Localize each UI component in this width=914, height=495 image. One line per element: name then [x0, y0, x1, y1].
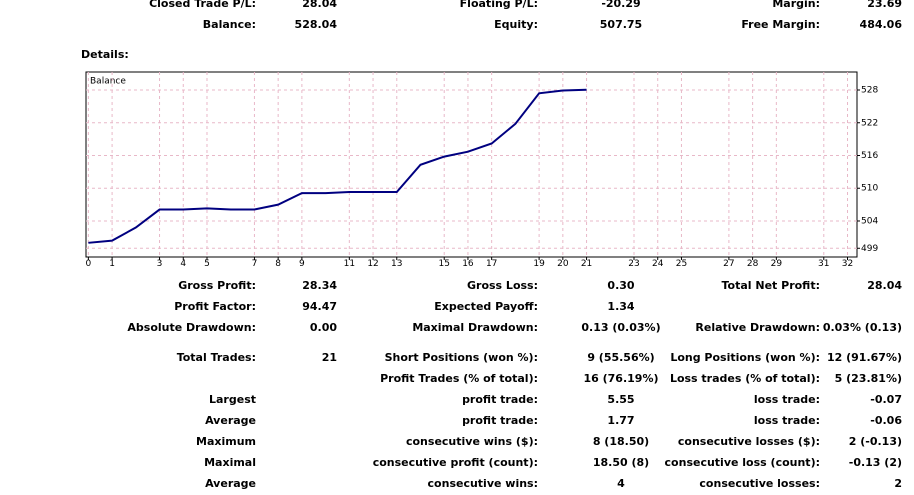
stat-value: 2 (-0.13)	[849, 435, 902, 448]
stat-value: 0.13 (0.03%)	[581, 321, 660, 334]
stat-label: consecutive losses ($):	[678, 435, 820, 448]
y-tick-label: 504	[861, 216, 878, 226]
details-label: Details:	[81, 48, 129, 61]
x-tick-label: 15	[438, 259, 449, 269]
y-tick-label: 528	[861, 86, 878, 96]
stat-value: 0.03% (0.13)	[823, 321, 902, 334]
stat-label: Equity:	[494, 18, 538, 31]
stat-label: Average	[205, 414, 256, 427]
x-tick-label: 20	[557, 259, 569, 269]
x-tick-label: 3	[157, 259, 163, 269]
stat-label: Margin:	[772, 0, 820, 10]
stat-value: 94.47	[302, 300, 337, 313]
stat-label: loss trade:	[754, 414, 820, 427]
stat-label: Short Positions (won %):	[385, 351, 538, 364]
stat-label: Total Trades:	[177, 351, 256, 364]
x-tick-label: 27	[723, 259, 734, 269]
stat-value: 0.30	[607, 279, 634, 292]
stat-label: loss trade:	[754, 393, 820, 406]
x-tick-label: 31	[818, 259, 829, 269]
stat-value: 18.50 (8)	[593, 456, 649, 469]
stat-value: 28.34	[302, 279, 337, 292]
stat-label: consecutive profit (count):	[373, 456, 538, 469]
x-tick-label: 0	[86, 259, 92, 269]
stat-value: -0.07	[870, 393, 902, 406]
stat-value: 8 (18.50)	[593, 435, 649, 448]
stat-label: Average	[205, 477, 256, 490]
stat-label: Closed Trade P/L:	[149, 0, 256, 10]
stat-value: 0.00	[310, 321, 337, 334]
stat-value: 12 (91.67%)	[827, 351, 902, 364]
stat-value: 1.34	[607, 300, 634, 313]
x-tick-label: 8	[275, 259, 281, 269]
stat-label: Profit Factor:	[174, 300, 256, 313]
stat-value: 16 (76.19%)	[583, 372, 658, 385]
stat-value: 9 (55.56%)	[587, 351, 654, 364]
chart-title: Balance	[90, 77, 126, 87]
stat-value: 2	[894, 477, 902, 490]
stat-label: Gross Loss:	[467, 279, 538, 292]
stat-value: 528.04	[295, 18, 338, 31]
x-tick-label: 13	[391, 259, 402, 269]
x-tick-label: 24	[652, 259, 664, 269]
stat-value: -0.13 (2)	[849, 456, 902, 469]
stat-value: 1.77	[607, 414, 634, 427]
x-tick-label: 4	[180, 259, 186, 269]
stat-label: consecutive wins:	[428, 477, 538, 490]
y-tick-label: 516	[861, 151, 878, 161]
stat-label: Profit Trades (% of total):	[380, 372, 538, 385]
stat-label: profit trade:	[462, 414, 538, 427]
stat-label: Long Positions (won %):	[670, 351, 820, 364]
stat-value: 5 (23.81%)	[835, 372, 902, 385]
x-tick-label: 11	[344, 259, 355, 269]
stat-label: consecutive loss (count):	[665, 456, 820, 469]
stat-value: 28.04	[867, 279, 902, 292]
stat-label: Free Margin:	[741, 18, 820, 31]
stat-value: -0.06	[870, 414, 902, 427]
x-tick-label: 23	[628, 259, 639, 269]
x-tick-label: 19	[533, 259, 545, 269]
stat-value: 23.69	[867, 0, 902, 10]
stat-value: 28.04	[302, 0, 337, 10]
stat-value: 484.06	[860, 18, 903, 31]
stat-value: -20.29	[601, 0, 640, 10]
stat-label: Maximal Drawdown:	[412, 321, 538, 334]
stat-value: 507.75	[600, 18, 642, 31]
x-tick-label: 25	[676, 259, 687, 269]
stat-value: 5.55	[607, 393, 634, 406]
stat-label: Absolute Drawdown:	[127, 321, 256, 334]
stat-label: consecutive wins ($):	[406, 435, 538, 448]
x-tick-label: 17	[486, 259, 497, 269]
x-tick-label: 9	[299, 259, 305, 269]
stat-label: profit trade:	[462, 393, 538, 406]
chart-frame	[85, 71, 858, 258]
x-tick-label: 16	[462, 259, 474, 269]
stat-label: consecutive losses:	[699, 477, 820, 490]
x-tick-label: 28	[747, 259, 759, 269]
y-tick-label: 510	[861, 184, 878, 194]
y-tick-label: 499	[861, 244, 878, 254]
stat-value: 21	[322, 351, 337, 364]
stat-label: Balance:	[203, 18, 256, 31]
x-tick-label: 7	[252, 259, 258, 269]
stat-label: Maximum	[196, 435, 256, 448]
x-tick-label: 21	[581, 259, 592, 269]
stat-label: Loss trades (% of total):	[670, 372, 820, 385]
stat-label: Relative Drawdown:	[695, 321, 820, 334]
stat-label: Gross Profit:	[178, 279, 256, 292]
stat-label: Total Net Profit:	[722, 279, 821, 292]
x-tick-label: 1	[109, 259, 115, 269]
stat-label: Expected Payoff:	[434, 300, 538, 313]
balance-line	[88, 88, 587, 244]
x-tick-label: 32	[842, 259, 853, 269]
stat-label: Largest	[209, 393, 256, 406]
x-tick-label: 29	[771, 259, 783, 269]
x-tick-label: 12	[367, 259, 378, 269]
x-tick-label: 5	[204, 259, 210, 269]
y-tick-label: 522	[861, 118, 878, 128]
stat-value: 4	[617, 477, 625, 490]
stat-label: Maximal	[204, 456, 256, 469]
stat-label: Floating P/L:	[460, 0, 538, 10]
